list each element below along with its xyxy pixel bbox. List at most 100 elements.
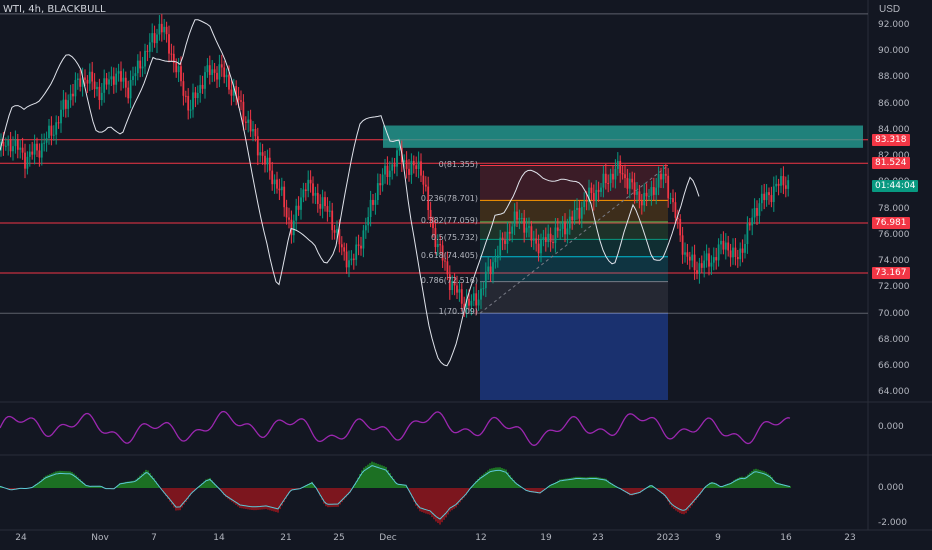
price-tick-label: 76.000 [878,229,910,240]
fib-label: 0.618(74.405) [420,250,478,260]
candle-body [415,165,418,170]
candle-body [448,274,451,291]
candle-body [408,168,410,175]
candle-body [732,247,734,258]
candle-body [446,261,449,275]
candle-body [760,193,763,204]
candle-body [48,125,50,139]
candle-body [264,155,266,165]
candle-body [547,233,550,243]
candle-body [465,298,468,309]
candle-body [504,240,506,244]
candle-body [751,217,754,226]
candle-body [384,165,386,175]
time-tick-label: 14 [213,533,225,543]
candle-body [528,226,530,228]
candle-body [710,262,713,267]
candle-body [628,178,631,189]
candle-body [136,60,139,74]
candle-body [141,66,144,69]
candle-body [398,147,401,151]
candle-body [722,240,725,250]
candle-body [379,183,382,186]
candle-body [297,205,300,210]
candle-body [340,244,343,248]
candle-body [756,208,758,216]
time-tick-label: 12 [475,533,487,543]
candle-body [309,179,312,184]
candle-body [151,33,154,43]
candle-body [213,69,216,73]
candle-body [388,170,391,178]
candle-body [604,173,607,184]
candle-body [201,84,204,89]
candle-body [100,92,103,100]
candle-body [67,100,70,109]
envelope-line [0,19,700,367]
candle-body [525,227,528,233]
candle-body [784,185,787,189]
candle-body [484,271,487,289]
candle-body [552,241,554,244]
candle-body [696,270,698,274]
candle-body [674,202,677,218]
price-tick-label: 70.000 [878,308,910,319]
candle-body [184,95,187,97]
candle-body [453,280,456,286]
candle-body [684,252,686,255]
price-tick-label: 78.000 [878,203,910,214]
price-tick-label: 88.000 [878,72,910,83]
candle-body [412,160,415,166]
candle-body [292,220,295,236]
candle-body [86,79,89,84]
candle-body [295,205,298,221]
candle-body [112,76,115,85]
fib-label: 0.382(77.059) [420,215,478,225]
candle-body [331,210,334,231]
candle-body [537,243,540,254]
candle-body [16,139,19,150]
candle-body [218,64,221,80]
candle-body [120,71,122,82]
candle-body [681,235,684,255]
candle-body [242,101,245,122]
candle-body [62,99,65,110]
candle-body [168,34,170,54]
candle-body [374,200,377,205]
candle-body [98,86,101,100]
candle-body [609,173,612,184]
candle-body [76,78,79,81]
candle-body [643,192,646,206]
candle-body [93,81,96,90]
candle-body [669,198,672,200]
supply-zone [383,125,863,148]
candle-body [88,71,91,84]
time-tick-label: 2023 [656,533,680,543]
candle-body [470,300,473,306]
candle-body [223,67,226,78]
candle-body [304,189,307,191]
candle-body [578,207,581,219]
candle-body [571,216,574,221]
price-tick-label: 82.000 [878,151,910,162]
candle-body [590,187,593,194]
candle-body [26,156,29,169]
candle-body [196,93,199,99]
candle-body [165,26,168,35]
fib-label: 0.786(72.516) [420,275,478,285]
candle-body [765,192,768,201]
candle-body [127,87,130,99]
candle-body [108,79,110,85]
candle-body [691,254,694,261]
candle-body [444,260,446,262]
candle-body [580,207,583,219]
fib-label: 0.236(78.701) [420,194,478,204]
candle-body [556,227,559,231]
candle-body [520,217,523,219]
candle-body [208,65,211,75]
hist-zero-label: 0.000 [878,483,904,493]
candle-body [782,176,785,186]
candle-body [518,218,521,220]
candle-body [458,289,461,293]
